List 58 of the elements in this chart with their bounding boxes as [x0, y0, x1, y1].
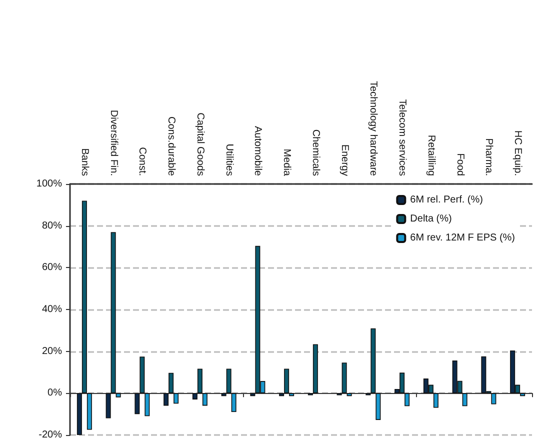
x-tick-label: Automobile	[252, 126, 264, 176]
x-tick-label: Energy	[338, 144, 350, 176]
bar	[433, 393, 438, 408]
bar	[134, 393, 140, 414]
x-tick-label: Banks	[78, 148, 90, 176]
y-tick-label: -20%	[38, 430, 62, 440]
bar	[106, 393, 111, 418]
x-tick-label: Const.	[136, 147, 148, 176]
x-tick-label: Technology hardware	[368, 80, 379, 176]
bar	[231, 393, 236, 412]
bar	[140, 356, 145, 394]
bar	[370, 328, 376, 394]
y-tick-label: 20%	[42, 346, 62, 357]
bar	[346, 393, 352, 396]
bar	[462, 393, 468, 406]
bar	[289, 393, 294, 396]
bar	[520, 393, 526, 396]
x-tick-label: Chemicals	[310, 129, 321, 176]
bar	[284, 368, 290, 394]
x-tick-label: Diversified Fin.	[108, 110, 119, 176]
bar	[164, 393, 169, 406]
bar	[279, 393, 284, 396]
y-tick-label: 40%	[42, 304, 62, 315]
x-tick-label: Retailling	[425, 134, 436, 176]
bar	[86, 393, 92, 430]
x-tick-label: Media	[281, 148, 292, 176]
bar	[76, 393, 82, 435]
x-tick-label: Food	[454, 153, 466, 176]
bar	[376, 393, 381, 420]
bar	[168, 372, 174, 394]
bar	[404, 393, 410, 406]
bar	[116, 393, 121, 398]
bar	[174, 393, 179, 404]
x-tick-label: Capital Goods	[194, 112, 206, 176]
bar	[491, 393, 496, 404]
bar	[192, 393, 198, 400]
bar	[82, 200, 87, 394]
bar	[226, 368, 232, 394]
x-tick-label: Utilities	[223, 144, 234, 176]
x-tick-label: HC Equip.	[512, 130, 524, 176]
bar	[342, 362, 347, 394]
y-tick-label: 0%	[48, 388, 62, 399]
bar	[110, 232, 116, 394]
y-tick-label: 60%	[42, 262, 62, 274]
legend-label: 6M rel. Perf. (%)	[410, 194, 483, 206]
bar	[197, 368, 202, 394]
x-tick-label: Cons.durable	[166, 116, 177, 176]
x-tick-label: Telecom services	[396, 99, 408, 176]
bar	[221, 393, 226, 396]
legend-label: 6M rev. 12M F EPS (%)	[410, 232, 516, 244]
y-tick-label: 80%	[42, 220, 62, 232]
bar	[250, 393, 256, 396]
bar	[202, 393, 208, 406]
y-tick-label: 100%	[36, 178, 62, 190]
bar	[312, 344, 318, 394]
legend-label: Delta (%)	[410, 214, 452, 224]
bar	[144, 393, 150, 416]
x-tick-label: Pharma.	[483, 138, 494, 176]
